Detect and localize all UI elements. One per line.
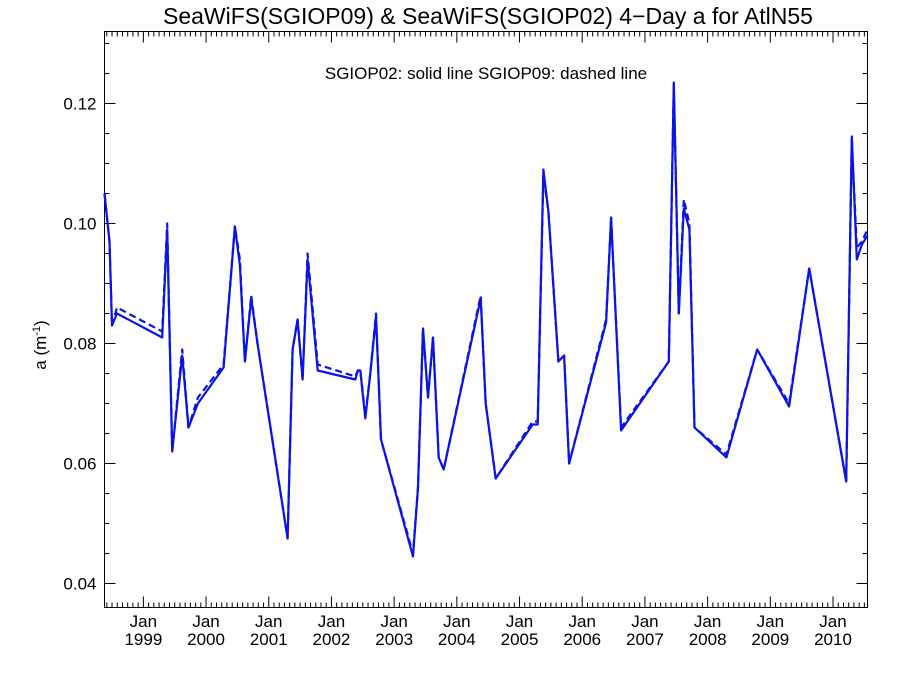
y-tick-label: 0.06 (63, 455, 96, 474)
y-tick-label: 0.12 (63, 95, 96, 114)
x-tick-year-label: 2000 (187, 630, 225, 649)
x-tick-year-label: 2001 (250, 630, 288, 649)
x-tick-month-label: Jan (757, 612, 784, 631)
x-tick-year-label: 2003 (375, 630, 413, 649)
plot-frame (104, 31, 868, 608)
x-tick-year-label: 2010 (814, 630, 852, 649)
x-tick-month-label: Jan (255, 612, 282, 631)
x-tick-month-label: Jan (506, 612, 533, 631)
axis-ticks: 0.040.060.080.100.12Jan1999Jan2000Jan200… (63, 31, 868, 649)
x-tick-month-label: Jan (443, 612, 470, 631)
x-tick-year-label: 2006 (563, 630, 601, 649)
x-tick-year-label: 2002 (313, 630, 351, 649)
series-line-sgiop09 (103, 84, 869, 555)
x-tick-month-label: Jan (192, 612, 219, 631)
x-tick-year-label: 2007 (626, 630, 664, 649)
y-axis-label-close: ) (31, 320, 50, 326)
series-line-sgiop02 (103, 81, 869, 558)
y-axis-label: a (m-1) (31, 320, 50, 369)
y-tick-label: 0.10 (63, 215, 96, 234)
x-tick-year-label: 2004 (438, 630, 476, 649)
x-tick-year-label: 1999 (124, 630, 162, 649)
y-axis-label-text: a (m (31, 336, 50, 370)
x-tick-month-label: Jan (130, 612, 157, 631)
series-group (103, 81, 869, 558)
x-tick-year-label: 2009 (751, 630, 789, 649)
x-tick-year-label: 2008 (689, 630, 727, 649)
y-axis-label-superscript: -1 (31, 326, 43, 336)
y-tick-label: 0.04 (63, 575, 96, 594)
y-tick-label: 0.08 (63, 335, 96, 354)
x-tick-month-label: Jan (694, 612, 721, 631)
chart-title: SeaWiFS(SGIOP09) & SeaWiFS(SGIOP02) 4−Da… (163, 3, 813, 29)
x-tick-month-label: Jan (318, 612, 345, 631)
x-tick-month-label: Jan (819, 612, 846, 631)
x-tick-year-label: 2005 (501, 630, 539, 649)
x-tick-month-label: Jan (380, 612, 407, 631)
x-tick-month-label: Jan (569, 612, 596, 631)
legend-annotation: SGIOP02: solid line SGIOP09: dashed line (325, 64, 647, 83)
x-tick-month-label: Jan (631, 612, 658, 631)
